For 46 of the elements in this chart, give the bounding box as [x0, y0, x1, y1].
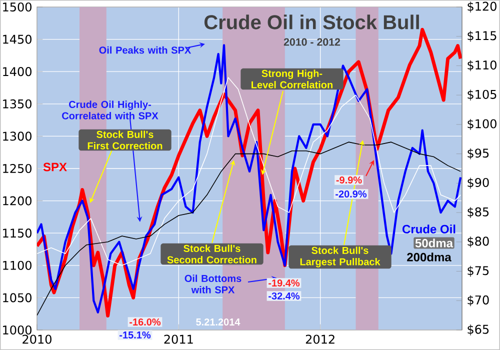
y-tick-label: 1350: [3, 99, 32, 108]
annotation: -19.4%: [268, 279, 300, 287]
y2-tick-label: $100: [468, 119, 496, 130]
y-tick-label: 1450: [3, 34, 32, 44]
annotation: Stock Bull's Largest Pullback: [300, 246, 380, 268]
y-tick-label: 1050: [3, 293, 32, 302]
y2-tick-label: $90: [468, 178, 489, 189]
annotation: -9.9%: [336, 176, 362, 184]
y2-tick-label: $120: [468, 2, 496, 12]
y2-tick-label: $95: [468, 148, 489, 160]
annotation: -16.0%: [130, 318, 161, 326]
series-label: Crude Oil: [402, 224, 456, 234]
text: -15.1%: [120, 331, 151, 339]
y2-tick-label: $65: [468, 324, 489, 336]
y-tick-label: 1300: [3, 132, 32, 141]
text: 200dma: [407, 252, 452, 262]
y2-tick-label: $80: [468, 236, 489, 248]
y-tick-label: 1200: [3, 196, 32, 206]
x-tick-label: 2010: [22, 334, 52, 344]
annotation: Oil Peaks with SPX: [99, 46, 192, 54]
text: SPX: [43, 162, 67, 172]
y-tick-label: 1000: [3, 325, 32, 335]
y2-tick-label: $115: [468, 30, 496, 42]
annotation: Stock Bull's First Correction: [88, 130, 162, 150]
annotation: Stock Bull's Second Correction: [167, 244, 256, 264]
x-tick-label: 2011: [164, 334, 193, 344]
y-tick-label: 1250: [3, 164, 32, 174]
annotation: -20.9%: [336, 190, 367, 198]
y-tick-label: 1400: [3, 67, 32, 76]
y2-tick-label: $85: [468, 207, 489, 218]
y-tick-label: 1100: [3, 260, 32, 270]
annotation: -32.4%: [268, 292, 300, 300]
y2-tick-label: $70: [468, 295, 489, 306]
y2-tick-label: $105: [468, 90, 496, 101]
annotation: Oil Bottoms with SPX: [184, 274, 242, 294]
y2-tick-label: $110: [468, 60, 496, 72]
x-tick-label: 2012: [306, 334, 334, 344]
chart-title: Crude Oil in Stock Bull: [204, 14, 419, 30]
y-tick-label: 1150: [3, 228, 32, 238]
annotation: Strong High-Level Correlation: [252, 70, 332, 88]
y2-tick-label: $75: [468, 266, 489, 277]
y-tick-label: 1500: [3, 2, 32, 12]
text: 50dma: [415, 238, 454, 248]
annotation: Crude Oil Highly-Correlated with SPX: [62, 100, 158, 120]
text: 2010 - 2012: [284, 38, 340, 46]
annotation: 5.21.2014: [196, 318, 240, 326]
